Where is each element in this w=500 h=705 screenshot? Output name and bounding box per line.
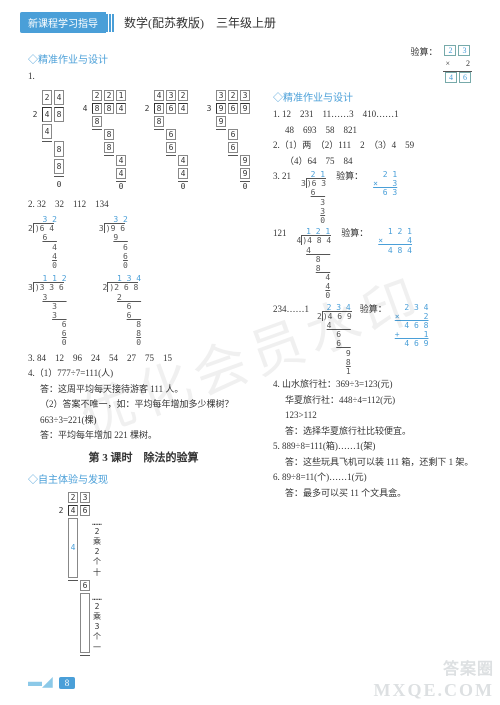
ld1: 24 248 4 8 8 0 — [28, 88, 66, 194]
r-a4b: 华夏旅行社：448÷4=112(元) — [273, 394, 482, 408]
ld8: 1 3 4 2)2 6 8 2 6 6 8 8 0 — [103, 274, 142, 348]
ld3: 432 2864 8 6 6 4 4 0 — [140, 88, 190, 194]
q2-ld-row2: 1 1 2 3)3 3 6 3 3 3 6 6 0 1 3 4 2)2 6 8 … — [28, 274, 259, 348]
vc-a: 2 1 × 3 6 3 — [373, 170, 397, 198]
r-a2: 2.（1）两 （2）111 2 （3）4 59 — [273, 139, 482, 153]
header-stripes — [106, 14, 114, 32]
wing-icon: ▬◢ — [28, 674, 53, 691]
a4-2b: 663÷3=221(棵) — [28, 414, 259, 428]
page-footer: ▬◢ 8 — [28, 674, 75, 691]
section-precision-1: ◇精准作业与设计 — [28, 51, 259, 66]
r-a5a: 5. 889÷8=111(箱)……1(架) — [273, 440, 482, 454]
ld4: 323 3969 9 6 6 9 9 0 — [202, 88, 252, 194]
watermark-br-bot: MXQE.COM — [374, 680, 494, 701]
ld-a: 2 1 3)6 3 6 3 3 0 — [301, 170, 326, 225]
section-precision-2: ◇精准作业与设计 — [273, 89, 482, 104]
r-a6b: 答：最多可以买 11 个文具盒。 — [273, 487, 482, 501]
r-a4a: 4. 山水旅行社：369÷3=123(元) — [273, 378, 482, 392]
ld5: 3 2 2)6 4 6 4 4 0 — [28, 215, 57, 270]
r-a3-121: 121 — [273, 227, 287, 241]
q1-longdiv-group: 24 248 4 8 8 0 221 4884 8 8 8 4 4 0 432 … — [28, 88, 259, 194]
r-a6a: 6. 89÷8=11(个)……1(元) — [273, 471, 482, 485]
ld-b: 1 2 1 4)4 8 4 4 8 8 4 4 0 — [297, 227, 332, 301]
q2-ld-row1: 3 2 2)6 4 6 4 4 0 3 2 3)9 6 9 6 6 0 — [28, 215, 259, 270]
r-a3-row1: 3. 21 2 1 3)6 3 6 3 3 0 验算： 2 1 × 3 6 3 — [273, 170, 482, 225]
vc-c: 2 3 4 × 2 4 6 8 + 1 4 6 9 — [395, 303, 429, 349]
page-header: 新课程学习指导 数学(配苏教版) 三年级上册 — [0, 0, 500, 41]
check-label-b: 验算： — [341, 227, 368, 241]
ld6: 3 2 3)9 6 9 6 6 0 — [99, 215, 128, 270]
r-a1: 1. 12 231 11……3 410……1 — [273, 108, 482, 122]
ld2: 221 4884 8 8 8 4 4 0 — [78, 88, 128, 194]
watermark-br-top: 答案圈 — [443, 655, 494, 679]
section-self: ◇自主体验与发现 — [28, 471, 259, 486]
header-title: 数学(配苏教版) 三年级上册 — [124, 14, 276, 31]
check-label-c: 验算： — [360, 303, 387, 317]
a4-2c: 答：平均每年增加 221 棵树。 — [28, 429, 259, 443]
r-a2b: （4）64 75 84 — [273, 155, 482, 169]
r-a3-234: 234……1 — [273, 303, 309, 317]
ld-c: 2 3 4 2)4 6 9 4 6 6 9 8 1 — [317, 303, 352, 377]
a4-2a: （2）答案不唯一，如：平均每年增加多少棵树？ — [28, 398, 259, 412]
content-area: ◇精准作业与设计 1. 24 248 4 8 8 0 221 4884 8 8 … — [0, 41, 500, 668]
page-number: 8 — [59, 677, 76, 689]
a3-text: 3. 84 12 96 24 54 27 75 15 — [28, 352, 259, 366]
self-calc: 23 246 4……2乘 2 个十 6 ……2乘 3 个一 — [54, 490, 104, 668]
r-a3-row2: 121 1 2 1 4)4 8 4 4 8 8 4 4 0 验算： 1 2 1 … — [273, 227, 482, 301]
lesson-title: 第 3 课时 除法的验算 — [28, 449, 259, 465]
header-badge: 新课程学习指导 — [20, 12, 106, 33]
r-a4d: 答：选择华夏旅行社比较便宜。 — [273, 425, 482, 439]
top-check: 验算： 23 × 2 46 — [273, 45, 472, 83]
left-column: ◇精准作业与设计 1. 24 248 4 8 8 0 221 4884 8 8 … — [28, 45, 259, 668]
q1-label: 1. — [28, 70, 259, 84]
a2-text: 2. 32 32 112 134 — [28, 198, 259, 212]
r-a3-lead: 3. 21 — [273, 170, 291, 184]
right-column: 验算： 23 × 2 46 ◇精准作业与设计 1. 12 231 11……3 4… — [273, 45, 482, 668]
r-a4c: 123>112 — [273, 409, 482, 423]
a4-1b: 答：这周平均每天接待游客 111 人。 — [28, 383, 259, 397]
check-label: 验算： — [410, 45, 437, 58]
a4-1: 4.（1）777÷7=111(人) — [28, 367, 259, 381]
r-a1b: 48 693 58 821 — [273, 124, 482, 138]
r-a3-row3: 234……1 2 3 4 2)4 6 9 4 6 6 9 8 1 验算： 2 3… — [273, 303, 482, 377]
vc-b: 1 2 1 × 4 4 8 4 — [378, 227, 412, 255]
vcalc-top: 23 × 2 46 — [443, 45, 472, 83]
ld7: 1 1 2 3)3 3 6 3 3 3 6 6 0 — [28, 274, 67, 348]
check-label-a: 验算： — [336, 170, 363, 184]
r-a5b: 答：这些玩具飞机可以装 111 箱，还剩下 1 架。 — [273, 456, 482, 470]
